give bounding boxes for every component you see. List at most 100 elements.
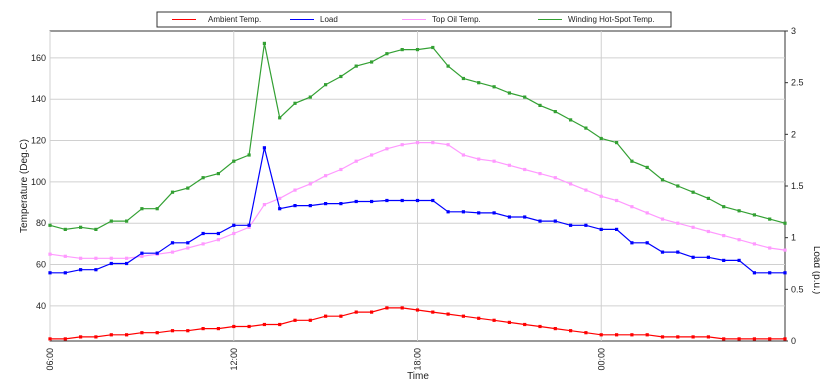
point-load [752,271,756,275]
point-ambient-temp [370,310,374,314]
point-ambient-temp [186,329,190,333]
point-load [722,258,726,262]
point-load [94,268,98,272]
y-tick-label: 160 [31,53,46,63]
point-winding-hot-spot-temp [645,165,649,169]
point-ambient-temp [79,335,83,339]
point-ambient-temp [324,314,328,318]
point-ambient-temp [523,322,527,327]
y2-axis-title: Load (p.u.) [811,246,820,294]
point-top-oil-temp [615,198,619,203]
point-ambient-temp [752,337,756,341]
point-load [599,227,603,231]
point-load [538,219,542,223]
point-ambient-temp [308,318,312,322]
point-ambient-temp [400,306,404,310]
point-ambient-temp [615,333,619,337]
y2-tick-label: 0.5 [791,284,804,294]
point-top-oil-temp [216,238,220,242]
point-ambient-temp [706,335,710,339]
point-top-oil-temp [48,252,52,256]
point-top-oil-temp [446,143,450,147]
point-winding-hot-spot-temp [140,207,144,211]
point-winding-hot-spot-temp [201,176,205,180]
legend-label-ambient: Ambient Temp. [208,15,261,24]
point-winding-hot-spot-temp [538,103,542,107]
y-tick-label: 60 [36,260,46,270]
point-winding-hot-spot-temp [216,172,220,176]
point-load [569,223,573,227]
point-top-oil-temp [645,211,649,215]
point-load [247,223,251,227]
point-load [308,204,312,208]
point-ambient-temp [247,324,251,329]
point-ambient-temp [645,333,649,337]
point-top-oil-temp [676,221,680,225]
y-tick-label: 80 [36,218,46,228]
point-top-oil-temp [783,248,787,252]
x-tick-label: 12:00 [229,348,239,371]
point-load [446,210,450,214]
point-load [660,250,665,254]
point-top-oil-temp [461,153,465,157]
legend: Ambient Temp. Load Top Oil Temp. Winding… [156,11,672,28]
point-winding-hot-spot-temp [170,190,175,194]
point-ambient-temp [125,333,129,337]
point-load [79,268,83,272]
point-top-oil-temp [293,188,297,192]
point-ambient-temp [553,327,557,331]
point-ambient-temp [737,337,741,341]
point-load [584,223,588,227]
point-top-oil-temp [415,141,420,145]
point-winding-hot-spot-temp [385,52,389,56]
point-ambient-temp [232,324,236,329]
point-load [431,198,435,203]
point-load [615,227,619,231]
point-winding-hot-spot-temp [783,221,787,225]
point-ambient-temp [446,312,450,316]
point-load [630,241,634,245]
point-top-oil-temp [599,194,603,198]
point-winding-hot-spot-temp [278,116,282,120]
point-top-oil-temp [79,256,83,260]
point-load [278,207,282,211]
point-ambient-temp [415,308,420,312]
point-winding-hot-spot-temp [339,74,343,79]
point-top-oil-temp [538,172,542,176]
point-winding-hot-spot-temp [584,126,588,130]
point-winding-hot-spot-temp [615,141,619,145]
point-winding-hot-spot-temp [507,91,511,95]
point-top-oil-temp [706,229,710,234]
point-winding-hot-spot-temp [477,81,481,85]
point-winding-hot-spot-temp [431,45,435,50]
point-winding-hot-spot-temp [706,196,710,200]
point-winding-hot-spot-temp [400,48,404,52]
point-top-oil-temp [523,167,527,172]
point-winding-hot-spot-temp [308,95,312,99]
point-load [461,210,465,214]
point-top-oil-temp [722,234,726,238]
point-load [186,241,190,245]
point-top-oil-temp [691,225,695,229]
point-top-oil-temp [308,182,312,186]
x-tick-label: 06:00 [45,348,55,371]
y2-tick-label: 2 [791,129,796,139]
point-top-oil-temp [94,256,98,260]
point-winding-hot-spot-temp [155,207,159,211]
point-load [109,261,113,266]
y-tick-label: 120 [31,136,46,146]
point-ambient-temp [354,310,358,314]
point-load [324,202,328,206]
point-top-oil-temp [553,176,557,180]
point-load [293,204,297,208]
point-top-oil-temp [278,196,282,200]
y-tick-label: 100 [31,177,46,187]
point-ambient-temp [691,335,695,339]
point-winding-hot-spot-temp [660,178,665,182]
point-load [170,241,175,245]
point-load [155,251,159,255]
point-load [507,215,511,219]
point-winding-hot-spot-temp [186,186,190,190]
point-ambient-temp [431,310,435,314]
point-top-oil-temp [354,159,358,163]
